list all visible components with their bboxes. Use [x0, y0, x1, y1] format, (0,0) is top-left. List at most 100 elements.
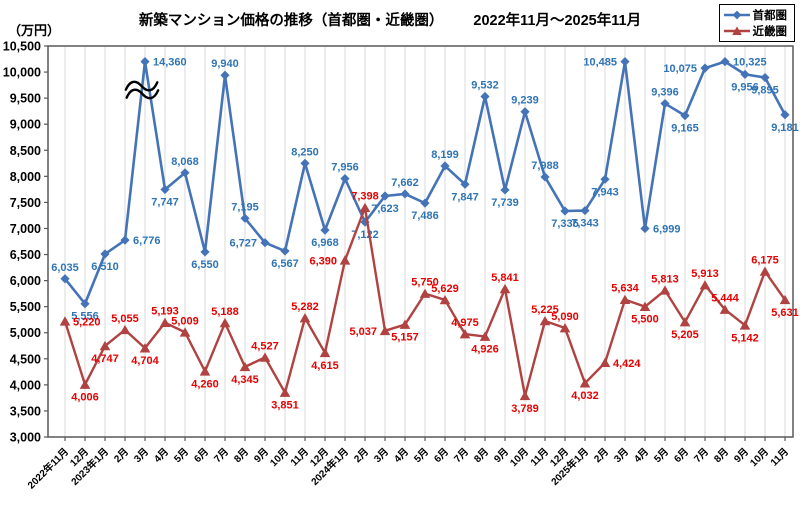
- data-label: 9,532: [471, 79, 499, 91]
- data-point-marker: [599, 357, 611, 368]
- data-label: 6,390: [309, 255, 337, 267]
- data-point-marker: [159, 317, 171, 327]
- data-label: 7,943: [591, 186, 619, 198]
- data-point-marker: [139, 343, 151, 353]
- data-point-marker: [320, 225, 330, 235]
- data-point-marker: [519, 390, 531, 401]
- data-point-marker: [280, 246, 290, 256]
- data-label: 5,205: [671, 329, 699, 341]
- data-point-marker: [359, 202, 371, 213]
- data-label: 8,250: [291, 146, 319, 158]
- data-point-marker: [219, 317, 231, 328]
- y-axis-unit-label: （万円）: [8, 23, 61, 38]
- data-point-marker: [200, 247, 210, 257]
- data-label: 5,142: [731, 332, 759, 344]
- data-label: 10,485: [583, 57, 617, 69]
- data-point-marker: [559, 323, 571, 333]
- y-tick-label: 7,500: [10, 196, 41, 210]
- data-label: 5,225: [531, 304, 559, 316]
- data-label: 7,662: [391, 177, 419, 189]
- data-label: 7,195: [231, 201, 259, 213]
- data-point-marker: [60, 274, 70, 284]
- data-point-marker: [379, 325, 391, 336]
- data-label: 6,727: [229, 238, 257, 250]
- data-point-marker: [480, 91, 490, 102]
- data-point-marker: [560, 206, 570, 216]
- data-point-marker: [240, 213, 250, 223]
- data-point-marker: [380, 191, 390, 201]
- x-tick-label: 2月: [592, 446, 611, 465]
- legend: 首都圏 近畿圏: [718, 4, 795, 42]
- data-point-marker: [499, 283, 511, 294]
- y-tick-label: 3,500: [10, 404, 41, 418]
- data-point-marker: [719, 304, 731, 314]
- data-label: 7,988: [531, 160, 559, 172]
- data-label: 7,847: [451, 191, 479, 203]
- data-point-marker: [639, 301, 651, 311]
- data-label: 9,895: [751, 85, 779, 97]
- plot-frame: [47, 45, 794, 438]
- data-label: 5,634: [611, 283, 639, 295]
- y-tick-label: 8,000: [10, 170, 41, 184]
- data-label: 10,075: [663, 63, 697, 75]
- y-tick-label: 7,000: [10, 222, 41, 236]
- series-markers: [59, 202, 791, 401]
- data-point-marker: [779, 294, 791, 305]
- data-point-marker: [119, 324, 131, 335]
- data-label: 9,239: [511, 95, 539, 107]
- data-label: 4,006: [71, 392, 99, 404]
- x-tick-label: 4月: [152, 446, 171, 465]
- data-label: 4,615: [311, 360, 339, 372]
- data-point-marker: [679, 317, 691, 327]
- data-point-marker: [720, 57, 730, 67]
- data-label: 6,567: [271, 258, 299, 270]
- y-tick-label: 10,500: [3, 40, 41, 54]
- data-label: 5,037: [349, 326, 377, 338]
- y-tick-label: 4,500: [10, 352, 41, 366]
- data-label: 5,913: [691, 268, 719, 280]
- data-label: 5,841: [491, 272, 519, 284]
- kinkiken-line-marker-icon: [723, 26, 750, 35]
- data-point-marker: [780, 110, 790, 120]
- data-label: 5,500: [631, 314, 659, 326]
- data-point-marker: [79, 379, 91, 389]
- legend-item-kinkiken: 近畿圏: [723, 23, 787, 39]
- data-label: 5,631: [771, 307, 799, 319]
- x-tick-label: 10月: [268, 446, 291, 469]
- x-tick-label: 7月: [692, 446, 711, 465]
- data-label: 9,940: [211, 58, 239, 70]
- y-tick-label: 9,500: [10, 92, 41, 106]
- data-label: 5,813: [651, 273, 679, 285]
- data-label: 8,199: [431, 149, 459, 161]
- data-label: 7,343: [571, 218, 599, 230]
- data-point-marker: [259, 352, 271, 362]
- chart-title-main: 新築マンション価格の推移（首都圏・近畿圏）: [138, 13, 444, 29]
- data-point-marker: [420, 198, 430, 208]
- x-tick-label: 7月: [212, 446, 231, 465]
- series-markers: [60, 57, 790, 309]
- data-label: 9,165: [671, 123, 699, 135]
- data-label: 5,157: [391, 332, 419, 344]
- data-label: 7,747: [151, 197, 179, 209]
- data-label: 5,220: [73, 316, 101, 328]
- data-point-marker: [680, 110, 690, 121]
- data-point-marker: [440, 161, 450, 171]
- data-label: 7,335: [551, 218, 579, 230]
- data-point-marker: [339, 255, 351, 265]
- data-point-marker: [659, 285, 671, 295]
- data-point-marker: [619, 294, 631, 304]
- data-label: 4,926: [471, 344, 499, 356]
- data-label: 7,739: [491, 197, 519, 209]
- x-tick-label: 8月: [472, 446, 491, 465]
- data-point-marker: [620, 57, 630, 67]
- data-point-marker: [260, 238, 270, 248]
- data-point-marker: [640, 223, 650, 234]
- y-tick-label: 3,000: [10, 431, 41, 445]
- data-point-marker: [500, 185, 510, 195]
- data-label: 5,055: [111, 313, 139, 325]
- data-label: 6,776: [133, 235, 161, 247]
- y-tick-label: 9,000: [10, 118, 41, 132]
- data-label: 7,486: [411, 210, 439, 222]
